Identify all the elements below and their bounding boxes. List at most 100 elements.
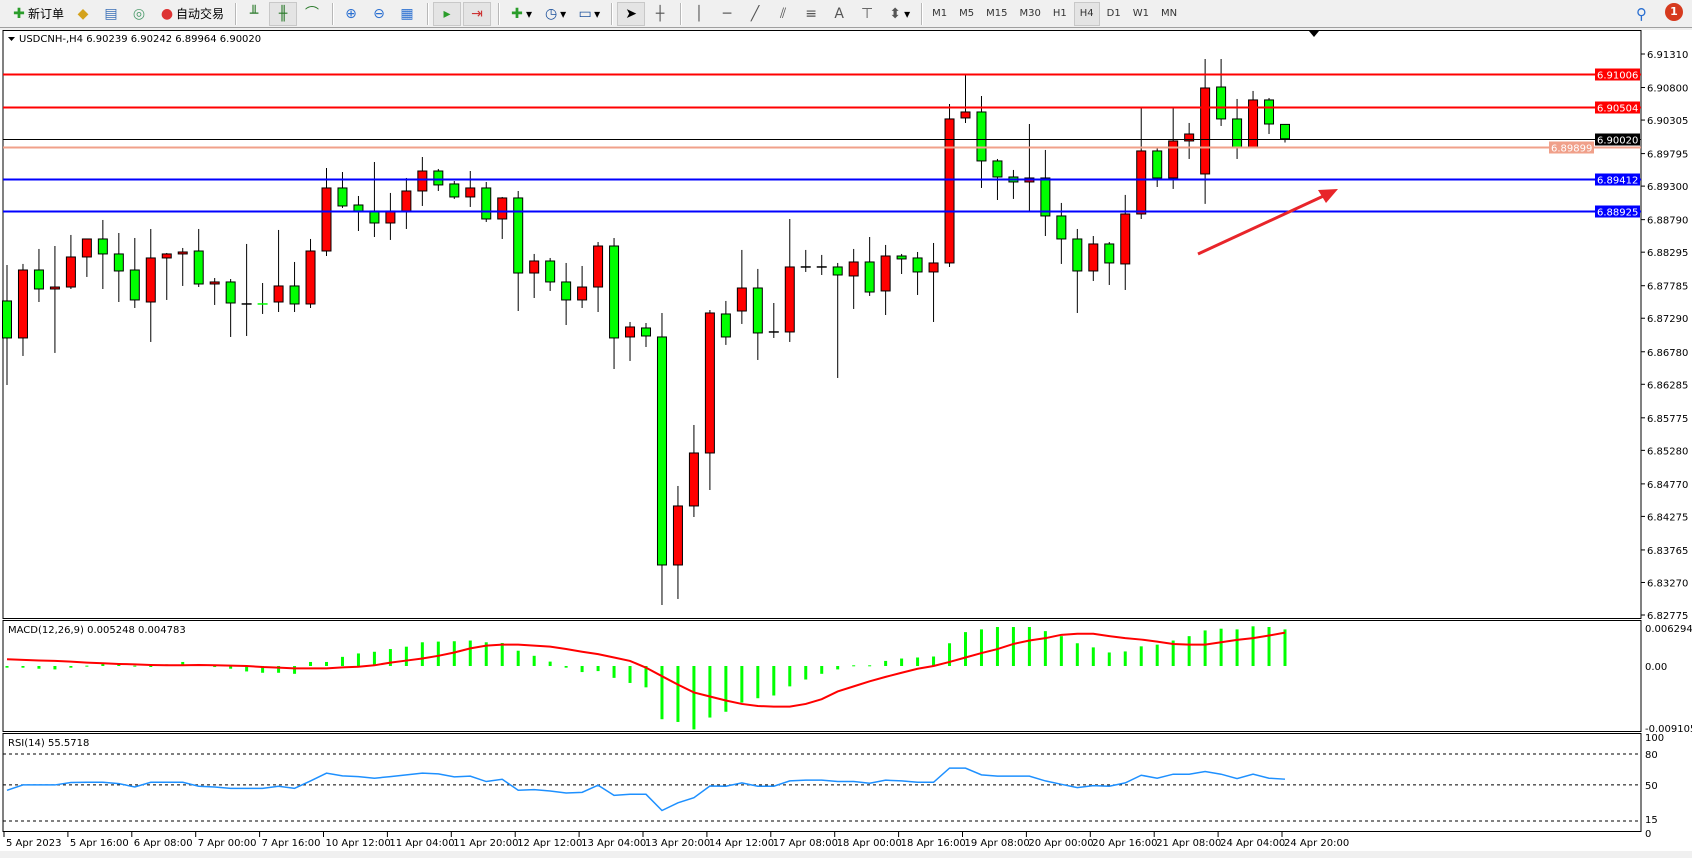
timeframe-h1[interactable]: H1: [1052, 8, 1067, 19]
cursor-button[interactable]: ➤: [617, 1, 646, 26]
timeframe-mn[interactable]: MN: [1160, 8, 1178, 19]
macd-histogram-bar: [1123, 651, 1127, 666]
candle-body: [1040, 177, 1051, 217]
price-level-tag: [1595, 101, 1640, 114]
macd-histogram-bar: [756, 666, 760, 699]
candlestick-button[interactable]: ╫: [269, 1, 298, 26]
macd-signal-line: [6, 631, 1286, 708]
price-level-label: 6.91006: [1597, 71, 1638, 82]
dropdown-arrow-icon: ▾: [594, 6, 601, 21]
autoscroll-icon: ▸: [443, 5, 451, 22]
horizontal-line-button[interactable]: ─: [714, 2, 740, 26]
equidistant-channel-icon: ⫽: [780, 5, 787, 22]
candle-body: [33, 269, 44, 290]
separator: [498, 2, 500, 25]
candle-body: [960, 111, 971, 119]
macd-histogram-bar: [37, 666, 41, 669]
timeframe-m15[interactable]: M15: [986, 8, 1008, 19]
macd-histogram-bar: [404, 646, 408, 666]
candle-body: [97, 238, 108, 255]
macd-histogram-bar: [1251, 626, 1255, 666]
auto-trading-button[interactable]: ● 自动交易: [154, 2, 228, 26]
candle-body: [305, 250, 316, 305]
line-chart-button[interactable]: ⌒: [299, 2, 325, 26]
candle-body: [513, 197, 524, 274]
macd-histogram-bar: [884, 660, 888, 666]
timeframe-d1[interactable]: D1: [1106, 8, 1121, 19]
chart-shift-button[interactable]: ⇥: [463, 1, 492, 26]
timeframe-h4[interactable]: H4: [1073, 1, 1100, 26]
rsi-tick-label: 0: [1645, 829, 1651, 840]
candle-body: [529, 260, 540, 274]
time-label: 13 Apr 20:00: [645, 838, 710, 849]
macd-histogram-bar: [101, 663, 105, 666]
candle-body: [784, 266, 795, 333]
trend-arrow-head: [1318, 189, 1338, 203]
price-tick-label: 6.83270: [1647, 578, 1688, 589]
time-label: 6 Apr 08:00: [134, 838, 193, 849]
trend-arrow-line: [1197, 191, 1331, 256]
candle-body: [289, 285, 300, 305]
chart-canvas[interactable]: 6.91310 6.90800 6.90305 6.89795 6.89300 6.887…: [0, 30, 1692, 855]
candle-body: [609, 245, 620, 339]
macd-pane: [2, 620, 1642, 732]
bar-chart-button[interactable]: ╨: [241, 2, 267, 26]
macd-histogram-bar: [388, 649, 392, 666]
time-label: 18 Apr 16:00: [901, 838, 966, 849]
new-order-button[interactable]: ✚ 新订单: [6, 2, 68, 26]
market-watch-button[interactable]: ▤: [98, 2, 124, 26]
text-label-button[interactable]: ⊤: [854, 2, 880, 26]
templates-button[interactable]: ▭ ▾: [572, 2, 604, 26]
timeframe-m30[interactable]: M30: [1019, 8, 1041, 19]
bar-chart-icon: ╨: [249, 5, 259, 22]
macd-histogram-bar: [708, 666, 712, 718]
tile-windows-icon: ▦: [400, 5, 414, 22]
price-tick-label: 6.84275: [1647, 512, 1688, 523]
timeframe-w1[interactable]: W1: [1132, 8, 1149, 19]
zoom-in-button[interactable]: ⊕: [338, 2, 364, 26]
price-tick-label: 6.83765: [1647, 546, 1688, 557]
macd-histogram-bar: [772, 666, 776, 696]
trendline-button[interactable]: ╱: [742, 2, 768, 26]
vertical-line-button[interactable]: │: [686, 2, 712, 26]
indicators-button[interactable]: ✚ ▾: [504, 2, 536, 26]
crosshair-button[interactable]: ┼: [647, 2, 673, 26]
macd-histogram-bar: [1171, 640, 1175, 666]
macd-tick-label: 0.006294: [1645, 624, 1692, 635]
rsi-label: RSI(14) 55.5718: [8, 738, 89, 749]
separator: [611, 2, 613, 25]
macd-histogram-bar: [1043, 631, 1047, 666]
candle-body: [1216, 86, 1227, 120]
price-level-tag: [1595, 68, 1640, 81]
equidistant-channel-button[interactable]: ⫽: [770, 2, 796, 26]
timeframe-m1[interactable]: M1: [932, 8, 948, 19]
time-label: 18 Apr 00:00: [837, 838, 902, 849]
macd-histogram-bar: [1267, 627, 1271, 666]
chart-window[interactable]: 6.91310 6.90800 6.90305 6.89795 6.89300 6.887…: [0, 30, 1692, 855]
chart-shift-icon: ⇥: [471, 5, 483, 22]
price-level-tag: [1595, 133, 1640, 146]
timeframe-m5[interactable]: M5: [959, 8, 975, 19]
fibonacci-button[interactable]: ≡: [798, 2, 824, 26]
tile-windows-button[interactable]: ▦: [394, 2, 420, 26]
signals-button[interactable]: ◎: [126, 2, 152, 26]
macd-histogram-bar: [916, 657, 920, 666]
macd-histogram-bar: [1075, 643, 1079, 666]
history-button[interactable]: ◆: [70, 2, 96, 26]
autoscroll-button[interactable]: ▸: [433, 1, 462, 26]
macd-histogram-bar: [932, 656, 936, 666]
notification-badge[interactable]: 1: [1665, 3, 1683, 21]
macd-histogram-bar: [309, 661, 313, 666]
candle-body: [1104, 243, 1115, 264]
macd-histogram-bar: [788, 666, 792, 687]
search-icon[interactable]: ⚲: [1636, 5, 1647, 23]
zoom-out-button[interactable]: ⊖: [366, 2, 392, 26]
text-button[interactable]: A: [826, 2, 852, 26]
arrows-button[interactable]: ⬍ ▾: [882, 2, 914, 26]
macd-histogram-bar: [995, 627, 999, 666]
chart-header: USDCNH-,H4 6.90239 6.90242 6.89964 6.900…: [19, 34, 261, 45]
candle-body: [736, 287, 747, 312]
periods-button[interactable]: ◷ ▾: [538, 2, 570, 26]
time-label: 24 Apr 04:00: [1220, 838, 1285, 849]
candle-body: [752, 287, 763, 334]
